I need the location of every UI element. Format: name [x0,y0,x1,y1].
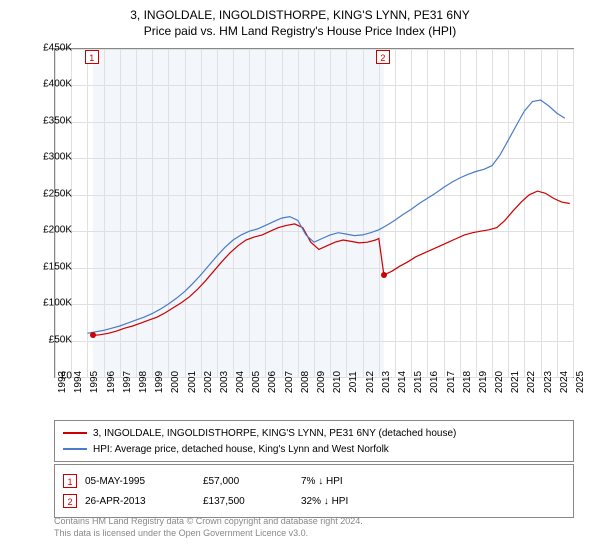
x-axis-label: 2014 [397,371,408,393]
x-axis-label: 2009 [316,371,327,393]
x-axis-label: 2016 [429,371,440,393]
sale-row: 1 05-MAY-1995 £57,000 7% ↓ HPI [63,471,565,491]
chart-title-address: 3, INGOLDALE, INGOLDISTHORPE, KING'S LYN… [0,0,600,22]
sale-diff: 7% ↓ HPI [301,476,411,487]
x-axis-label: 1995 [89,371,100,393]
y-axis-label: £100K [32,298,72,309]
sale-date: 05-MAY-1995 [85,476,195,487]
legend-row-price-paid: 3, INGOLDALE, INGOLDISTHORPE, KING'S LYN… [63,425,565,441]
gridline-v [573,49,574,377]
chart-svg [55,49,573,377]
sale-marker-2: 2 [376,50,390,64]
x-axis-label: 1994 [73,371,84,393]
legend-label-price-paid: 3, INGOLDALE, INGOLDISTHORPE, KING'S LYN… [93,428,456,439]
x-axis-label: 1993 [57,371,68,393]
chart-title-subtitle: Price paid vs. HM Land Registry's House … [0,22,600,38]
x-axis-label: 2006 [267,371,278,393]
x-axis-label: 2010 [332,371,343,393]
legend-swatch-red [63,432,87,434]
x-axis-label: 2004 [235,371,246,393]
y-axis-label: £300K [32,152,72,163]
x-axis-label: 2011 [348,371,359,393]
x-axis-label: 2001 [187,371,198,393]
sale-price: £137,500 [203,496,293,507]
x-axis-label: 1997 [122,371,133,393]
x-axis-label: 2024 [559,371,570,393]
sale-diff: 32% ↓ HPI [301,496,411,507]
legend-swatch-blue [63,448,87,450]
x-axis-label: 2021 [510,371,521,393]
sale-row-marker: 2 [63,494,77,508]
y-axis-label: £450K [32,43,72,54]
sale-row: 2 26-APR-2013 £137,500 32% ↓ HPI [63,491,565,511]
x-axis-label: 1999 [154,371,165,393]
sale-dot [381,272,387,278]
sale-marker-1: 1 [85,50,99,64]
y-axis-label: £400K [32,79,72,90]
y-axis-label: £250K [32,188,72,199]
x-axis-label: 2019 [478,371,489,393]
x-axis-label: 2005 [251,371,262,393]
legend-box: 3, INGOLDALE, INGOLDISTHORPE, KING'S LYN… [54,420,574,462]
series-line-price_paid [93,191,570,335]
x-axis-label: 2000 [170,371,181,393]
x-axis-label: 2023 [543,371,554,393]
y-axis-label: £200K [32,225,72,236]
x-axis-label: 2013 [381,371,392,393]
sale-price: £57,000 [203,476,293,487]
sale-dot [90,332,96,338]
x-axis-label: 2002 [203,371,214,393]
x-axis-label: 2003 [219,371,230,393]
x-axis-label: 2017 [446,371,457,393]
y-axis-label: £150K [32,261,72,272]
y-axis-label: £50K [32,334,72,345]
footer-line2: This data is licensed under the Open Gov… [54,528,574,540]
legend-row-hpi: HPI: Average price, detached house, King… [63,441,565,457]
x-axis-label: 2022 [526,371,537,393]
sales-box: 1 05-MAY-1995 £57,000 7% ↓ HPI 2 26-APR-2013 £… [54,464,574,518]
x-axis-label: 1998 [138,371,149,393]
x-axis-label: 1996 [106,371,117,393]
x-axis-label: 2008 [300,371,311,393]
x-axis-label: 2018 [462,371,473,393]
x-axis-label: 2007 [284,371,295,393]
x-axis-label: 2020 [494,371,505,393]
legend-label-hpi: HPI: Average price, detached house, King… [93,444,389,455]
series-line-hpi [87,100,565,333]
x-axis-label: 2015 [413,371,424,393]
footer-line1: Contains HM Land Registry data © Crown c… [54,516,574,528]
footer-attribution: Contains HM Land Registry data © Crown c… [54,516,574,539]
chart-plot-area [54,48,574,378]
sale-date: 26-APR-2013 [85,496,195,507]
x-axis-label: 2025 [575,371,586,393]
y-axis-label: £350K [32,115,72,126]
sale-row-marker: 1 [63,474,77,488]
x-axis-label: 2012 [365,371,376,393]
